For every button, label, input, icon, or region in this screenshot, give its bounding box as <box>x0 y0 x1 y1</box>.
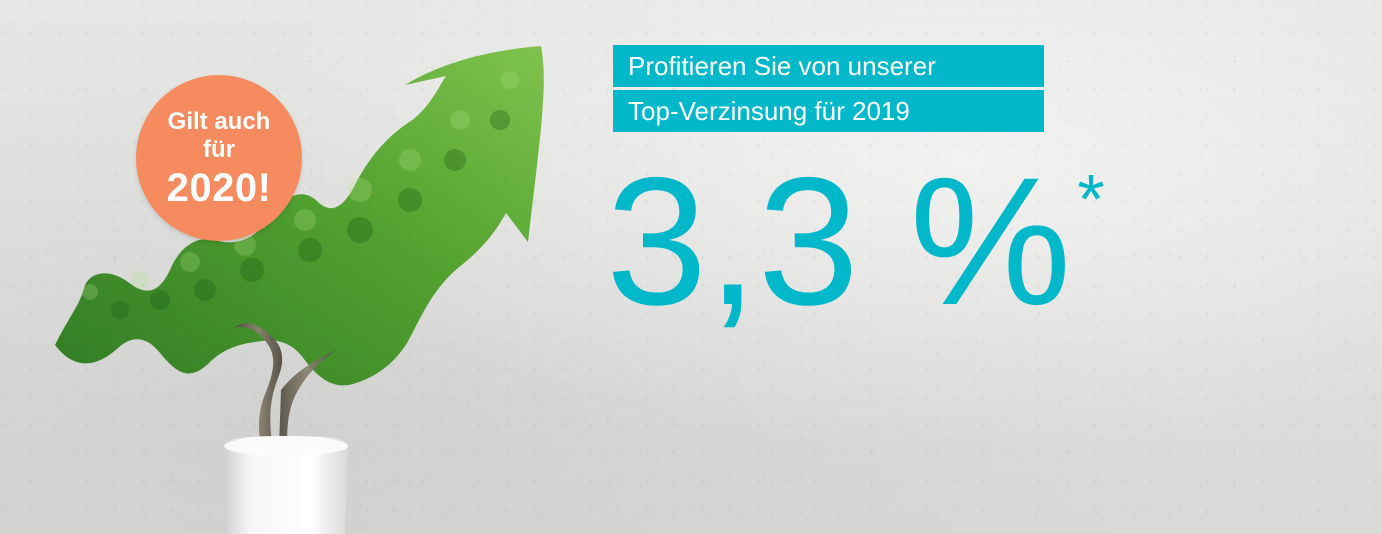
promo-badge-line3: 2020! <box>166 166 272 210</box>
headline: Profitieren Sie von unserer Top-Verzinsu… <box>613 45 1044 132</box>
interest-rate: 3,3 % * <box>606 150 1105 332</box>
foliage-highlights <box>82 71 519 300</box>
pot-rim <box>224 436 348 456</box>
tree-trunk <box>234 323 283 448</box>
plant-pot <box>224 436 348 534</box>
footnote-marker: * <box>1077 160 1105 238</box>
promo-badge-line1: Gilt auch <box>167 108 271 135</box>
foliage-texture <box>111 110 510 319</box>
promo-badge: Gilt auch für 2020! <box>136 75 302 241</box>
foliage-arrow <box>55 46 544 386</box>
plant-arrow-illustration <box>55 46 544 534</box>
promo-badge-line2: für <box>203 136 235 163</box>
headline-line-2: Top-Verzinsung für 2019 <box>613 90 1044 132</box>
headline-line-1: Profitieren Sie von unserer <box>613 45 1044 87</box>
interest-rate-value: 3,3 % <box>606 139 1072 343</box>
